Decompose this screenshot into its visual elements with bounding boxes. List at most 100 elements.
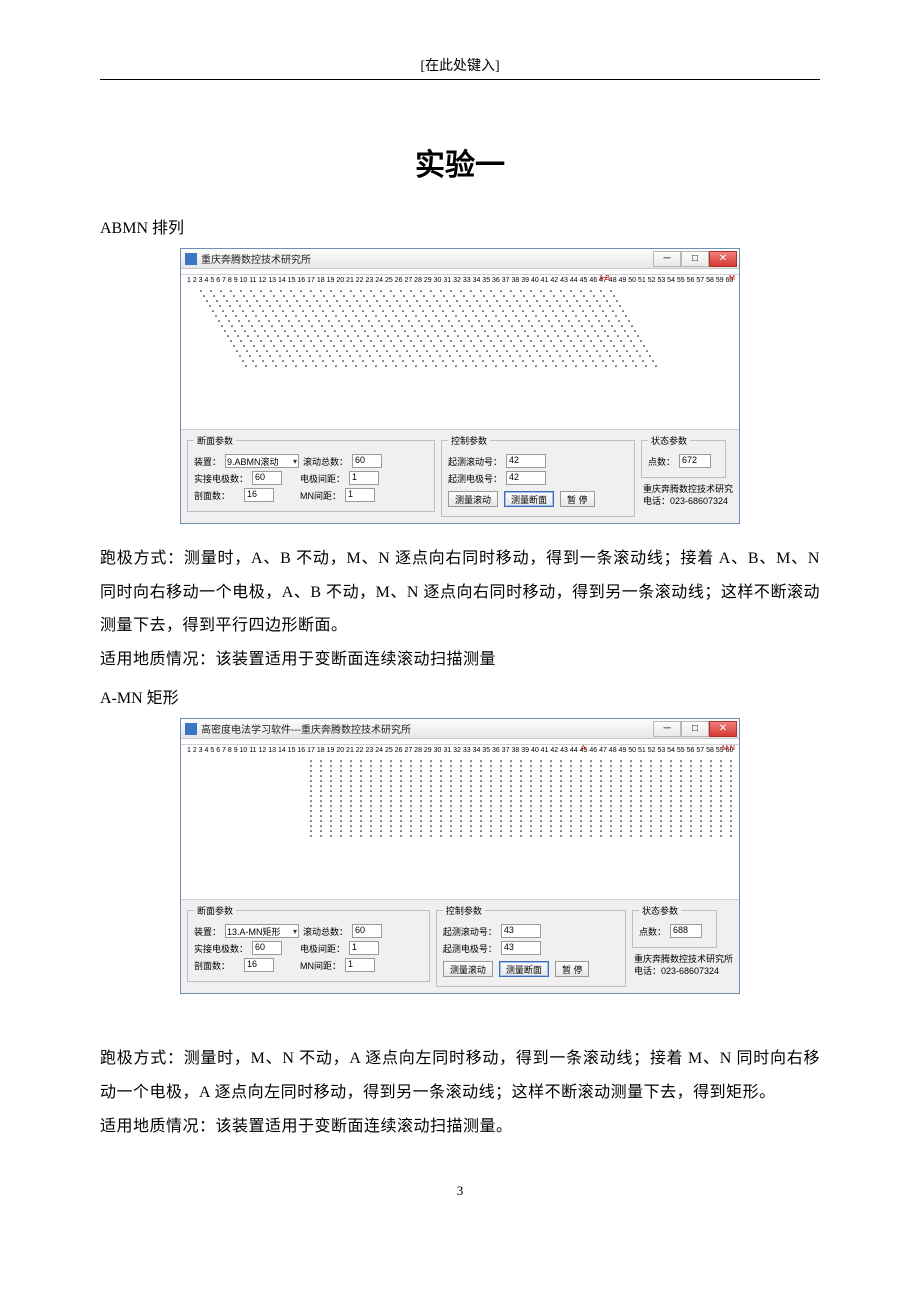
mn-input[interactable]: 1 — [345, 958, 375, 972]
maximize-button[interactable]: □ — [681, 251, 709, 267]
spacing-input[interactable]: 1 — [349, 471, 379, 485]
profile-input[interactable]: 16 — [244, 958, 274, 972]
points-value: 672 — [679, 454, 711, 468]
chevron-down-icon: ▾ — [293, 927, 297, 936]
minimize-button[interactable]: ─ — [653, 251, 681, 267]
window-controls: ─ □ ✕ — [653, 721, 737, 737]
profile-label: 剖面数： — [194, 489, 230, 502]
titlebar: 高密度电法学习软件---重庆奔腾数控技术研究所 ─ □ ✕ — [181, 719, 739, 739]
maximize-button[interactable]: □ — [681, 721, 709, 737]
start-roll-input[interactable]: 43 — [501, 924, 541, 938]
screenshot1: 重庆奔腾数控技术研究所 ─ □ ✕ 1 2 3 4 5 6 7 8 9 10 1… — [100, 248, 820, 524]
close-button[interactable]: ✕ — [709, 251, 737, 267]
device-value: 13.A-MN矩形 — [227, 925, 281, 938]
chevron-down-icon: ▾ — [293, 457, 297, 466]
app-icon — [185, 723, 197, 735]
status-params-legend: 状态参数 — [639, 904, 681, 917]
status-params-legend: 状态参数 — [648, 434, 690, 447]
section1-para2: 适用地质情况：该装置适用于变断面连续滚动扫描测量 — [100, 643, 820, 677]
control-params-group: 控制参数 起测滚动号： 43 起测电极号： 43 测量滚动 测量断面 暂 停 — [436, 904, 626, 987]
device-select[interactable]: 13.A-MN矩形 ▾ — [225, 924, 299, 938]
section1-para1: 跑极方式：测量时，A、B 不动，M、N 逐点向右同时移动，得到一条滚动线；接着 … — [100, 542, 820, 643]
company-phone: 电话：023-68607324 — [634, 966, 733, 978]
app-window-2: 高密度电法学习软件---重庆奔腾数控技术研究所 ─ □ ✕ 1 2 3 4 5 … — [180, 718, 740, 994]
total-input[interactable]: 60 — [352, 924, 382, 938]
control-params-group: 控制参数 起测滚动号： 42 起测电极号： 42 测量滚动 测量断面 暂 停 — [441, 434, 635, 517]
start-elec-label: 起测电极号： — [443, 942, 497, 955]
window-title: 重庆奔腾数控技术研究所 — [201, 251, 311, 266]
section-params-group: 断面参数 装置： 13.A-MN矩形 ▾ 滚动总数： 60 实接电极数： 60 … — [187, 904, 430, 982]
start-elec-input[interactable]: 43 — [501, 941, 541, 955]
control-panels: 断面参数 装置： 13.A-MN矩形 ▾ 滚动总数： 60 实接电极数： 60 … — [181, 900, 739, 993]
start-roll-label: 起测滚动号： — [443, 925, 497, 938]
section-params-group: 断面参数 装置： 9.ABMN滚动 ▾ 滚动总数： 60 实接电极数： 60 电… — [187, 434, 435, 512]
profile-input[interactable]: 16 — [244, 488, 274, 502]
company-phone: 电话：023-68607324 — [643, 496, 733, 508]
points-label: 点数： — [639, 925, 666, 938]
section2-para2: 适用地质情况：该装置适用于变断面连续滚动扫描测量。 — [100, 1110, 820, 1144]
elec-label: 实接电极数： — [194, 472, 248, 485]
device-select[interactable]: 9.ABMN滚动 ▾ — [225, 454, 299, 468]
company-name: 重庆奔腾数控技术研究 — [643, 484, 733, 496]
page-title: 实验一 — [100, 140, 820, 184]
status-params-group: 状态参数 点数： 672 — [641, 434, 726, 478]
spacing-label: 电极间距： — [300, 942, 345, 955]
titlebar: 重庆奔腾数控技术研究所 ─ □ ✕ — [181, 249, 739, 269]
page-number: 3 — [100, 1183, 820, 1199]
spacing-label: 电极间距： — [300, 472, 345, 485]
document-page: [在此处键入] 实验一 ABMN 排列 重庆奔腾数控技术研究所 ─ □ ✕ 1 … — [0, 0, 920, 1239]
window-title: 高密度电法学习软件---重庆奔腾数控技术研究所 — [201, 721, 411, 736]
status-column: 状态参数 点数： 688 重庆奔腾数控技术研究所 电话：023-68607324 — [632, 904, 733, 977]
elec-input[interactable]: 60 — [252, 471, 282, 485]
pause-button[interactable]: 暂 停 — [555, 961, 590, 977]
control-params-legend: 控制参数 — [443, 904, 485, 917]
device-label: 装置： — [194, 925, 221, 938]
status-params-group: 状态参数 点数： 688 — [632, 904, 717, 948]
mn-input[interactable]: 1 — [345, 488, 375, 502]
device-label: 装置： — [194, 455, 221, 468]
app-window-1: 重庆奔腾数控技术研究所 ─ □ ✕ 1 2 3 4 5 6 7 8 9 10 1… — [180, 248, 740, 524]
plot-canvas: 1 2 3 4 5 6 7 8 9 10 11 12 13 14 15 16 1… — [181, 275, 739, 430]
company-name: 重庆奔腾数控技术研究所 — [634, 954, 733, 966]
screenshot2: 高密度电法学习软件---重庆奔腾数控技术研究所 ─ □ ✕ 1 2 3 4 5 … — [100, 718, 820, 994]
section2-heading: A-MN 矩形 — [100, 684, 820, 708]
measure-roll-button[interactable]: 测量滚动 — [448, 491, 498, 507]
status-column: 状态参数 点数： 672 重庆奔腾数控技术研究 电话：023-68607324 — [641, 434, 733, 507]
dot-field — [181, 275, 739, 430]
section2-body: 跑极方式：测量时，M、N 不动，A 逐点向左同时移动，得到一条滚动线；接着 M、… — [100, 1042, 820, 1143]
minimize-button[interactable]: ─ — [653, 721, 681, 737]
plot-canvas: 1 2 3 4 5 6 7 8 9 10 11 12 13 14 15 16 1… — [181, 745, 739, 900]
measure-roll-button[interactable]: 测量滚动 — [443, 961, 493, 977]
section-params-legend: 断面参数 — [194, 434, 236, 447]
measure-section-button[interactable]: 测量断面 — [504, 491, 554, 507]
section-params-legend: 断面参数 — [194, 904, 236, 917]
company-info: 重庆奔腾数控技术研究所 电话：023-68607324 — [632, 952, 733, 977]
control-panels: 断面参数 装置： 9.ABMN滚动 ▾ 滚动总数： 60 实接电极数： 60 电… — [181, 430, 739, 523]
app-icon — [185, 253, 197, 265]
close-button[interactable]: ✕ — [709, 721, 737, 737]
device-value: 9.ABMN滚动 — [227, 455, 279, 468]
spacing-input[interactable]: 1 — [349, 941, 379, 955]
elec-input[interactable]: 60 — [252, 941, 282, 955]
pause-button[interactable]: 暂 停 — [560, 491, 595, 507]
start-roll-label: 起测滚动号： — [448, 455, 502, 468]
company-info: 重庆奔腾数控技术研究 电话：023-68607324 — [641, 482, 733, 507]
elec-label: 实接电极数： — [194, 942, 248, 955]
section1-body: 跑极方式：测量时，A、B 不动，M、N 逐点向右同时移动，得到一条滚动线；接着 … — [100, 542, 820, 676]
start-elec-input[interactable]: 42 — [506, 471, 546, 485]
section1-heading: ABMN 排列 — [100, 214, 820, 238]
header-hint: [在此处键入] — [100, 55, 820, 75]
measure-section-button[interactable]: 测量断面 — [499, 961, 549, 977]
start-elec-label: 起测电极号： — [448, 472, 502, 485]
points-value: 688 — [670, 924, 702, 938]
profile-label: 剖面数： — [194, 959, 230, 972]
header-rule — [100, 79, 820, 80]
dot-field — [181, 745, 739, 900]
total-input[interactable]: 60 — [352, 454, 382, 468]
mn-label: MN间距： — [300, 959, 341, 972]
start-roll-input[interactable]: 42 — [506, 454, 546, 468]
mn-label: MN间距： — [300, 489, 341, 502]
section2-para1: 跑极方式：测量时，M、N 不动，A 逐点向左同时移动，得到一条滚动线；接着 M、… — [100, 1042, 820, 1109]
total-label: 滚动总数： — [303, 455, 348, 468]
total-label: 滚动总数： — [303, 925, 348, 938]
